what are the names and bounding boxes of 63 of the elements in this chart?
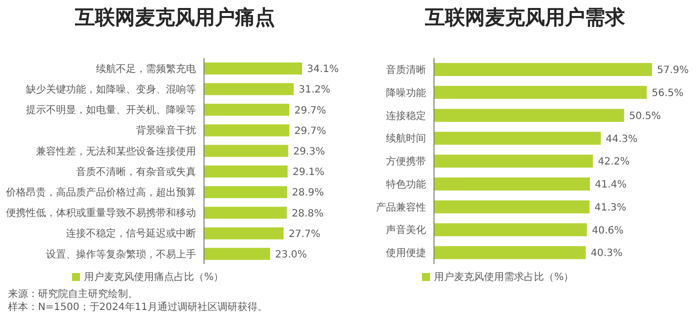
legend-label: 用户麦克风使用需求占比（%） xyxy=(434,272,574,283)
data-label: 50.5% xyxy=(629,110,661,122)
data-label: 31.2% xyxy=(298,84,330,96)
bar xyxy=(434,177,590,190)
data-label: 29.3% xyxy=(293,146,325,158)
bar xyxy=(204,62,302,75)
y-tick-label: 使用便捷 xyxy=(386,247,426,260)
text: 样本：N=1500；于2024年11月通过调研社区调研获得。 xyxy=(8,301,268,314)
y-tick-label: 续航时间 xyxy=(386,132,426,145)
bar xyxy=(204,166,288,178)
bar xyxy=(204,83,294,96)
bar xyxy=(434,223,587,236)
data-label: 29.7% xyxy=(294,105,326,116)
bar xyxy=(204,104,290,116)
data-label: 40.3% xyxy=(590,248,623,260)
y-tick-label: 降噪功能 xyxy=(386,86,426,99)
y-tick-label: 特色功能 xyxy=(386,178,426,190)
y-tick-label: 音质清晰 xyxy=(386,64,426,76)
y-tick-label: 产品兼容性 xyxy=(376,201,426,214)
bar xyxy=(434,200,590,214)
data-label: 40.6% xyxy=(592,225,624,236)
data-label: 44.3% xyxy=(606,134,638,145)
data-label: 28.9% xyxy=(292,188,324,199)
y-tick-label: 价格昂贵，高品质产品价格过高，超出预算 xyxy=(5,186,196,198)
bar xyxy=(434,108,624,122)
y-tick-label: 便携性低，体积或重量导致不易携带和移动 xyxy=(6,207,196,220)
y-tick-label: 缺少关键功能，如降噪、变身、混响等 xyxy=(26,83,196,96)
bar xyxy=(434,63,652,76)
bar xyxy=(204,124,290,136)
y-tick-label: 设置、操作等复杂繁琐，不易上手 xyxy=(46,248,196,260)
data-label: 57.9% xyxy=(657,65,689,76)
bar xyxy=(434,132,601,145)
data-label: 41.4% xyxy=(594,180,627,191)
y-tick-label: 背景噪音干扰 xyxy=(136,124,196,137)
bar xyxy=(204,144,288,157)
data-label: 42.2% xyxy=(598,156,630,168)
chart-title: 互联网麦克风用户需求 xyxy=(424,4,626,31)
chart-title: 互联网麦克风用户痛点 xyxy=(74,4,276,31)
bar xyxy=(434,154,593,168)
y-tick-label: 提示不明显，如电量、开关机、降噪等 xyxy=(26,104,196,116)
data-label: 28.8% xyxy=(292,208,324,220)
bar xyxy=(204,206,287,219)
y-tick-label: 连接不稳定，信号延迟或中断 xyxy=(66,228,196,240)
data-label: 29.1% xyxy=(292,167,324,178)
bar xyxy=(434,86,647,99)
y-tick-label: 兼容性差，无法和某些设备连接使用 xyxy=(36,145,196,158)
bar xyxy=(204,227,284,240)
y-tick-label: 声音美化 xyxy=(386,224,426,236)
bar xyxy=(434,246,586,260)
y-tick-label: 音质不清晰，有杂音或失真 xyxy=(76,166,196,178)
bar xyxy=(204,248,270,260)
y-tick-label: 续航不足，需频繁充电 xyxy=(96,62,196,75)
data-label: 41.3% xyxy=(594,202,626,214)
bar xyxy=(204,186,288,198)
y-tick-label: 方便携带 xyxy=(386,156,426,168)
source-note: 来源：研究院自主研究绘制。 xyxy=(8,288,139,301)
data-label: 29.7% xyxy=(294,126,326,137)
data-label: 56.5% xyxy=(652,88,684,99)
data-label: 23.0% xyxy=(275,249,307,260)
y-tick-label: 连接稳定 xyxy=(386,110,426,122)
legend-label: 用户麦克风使用痛点占比（%） xyxy=(84,272,224,283)
data-label: 27.7% xyxy=(288,228,320,240)
data-label: 34.1% xyxy=(307,64,339,76)
